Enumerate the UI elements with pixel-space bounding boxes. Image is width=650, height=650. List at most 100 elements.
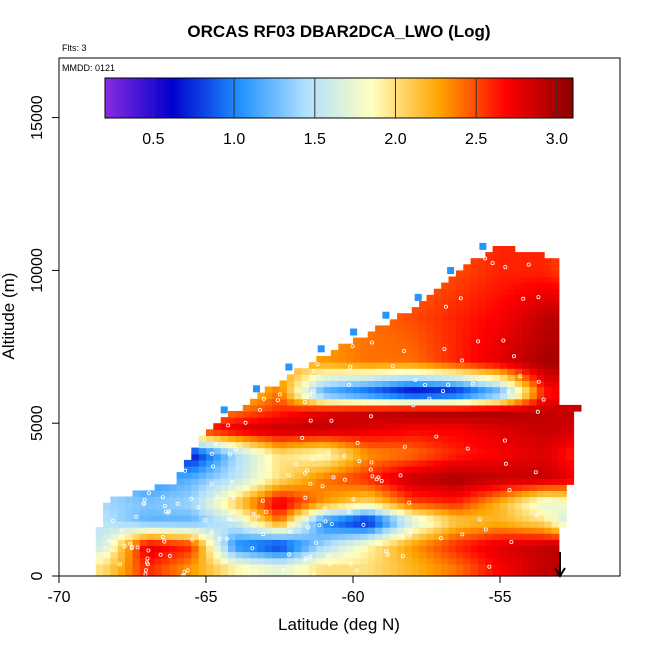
heatmap-cell xyxy=(206,490,214,498)
heatmap-cell xyxy=(470,557,479,565)
heatmap-cell xyxy=(375,435,383,443)
heatmap-cell xyxy=(404,380,413,388)
heatmap-cell xyxy=(455,453,464,461)
heatmap-cell xyxy=(264,557,273,565)
heatmap-cell xyxy=(529,301,538,308)
heatmap-cell xyxy=(419,484,428,491)
heatmap-cell xyxy=(117,563,126,571)
heatmap-cell xyxy=(213,459,222,467)
heatmap-cell xyxy=(426,466,435,473)
heatmap-cell xyxy=(330,398,339,406)
heatmap-cell xyxy=(477,307,486,314)
heatmap-cell xyxy=(566,472,575,479)
heatmap-cell xyxy=(132,563,141,571)
heatmap-cell xyxy=(514,533,523,540)
heatmap-cell xyxy=(448,441,457,449)
heatmap-cell xyxy=(455,441,464,449)
heatmap-cell xyxy=(360,533,369,540)
sample-marker xyxy=(227,452,232,457)
heatmap-cell xyxy=(507,368,516,375)
heatmap-cell xyxy=(544,441,553,449)
heatmap-cell xyxy=(448,545,457,553)
heatmap-cell xyxy=(426,545,435,553)
heatmap-cell xyxy=(353,466,361,473)
heatmap-cell xyxy=(213,478,222,485)
heatmap-cell xyxy=(117,508,126,516)
heatmap-cell xyxy=(448,466,457,473)
heatmap-cell xyxy=(411,307,420,314)
heatmap-cell xyxy=(485,270,494,278)
heatmap-cell xyxy=(338,527,347,534)
heatmap-cell xyxy=(206,484,214,491)
heatmap-cell xyxy=(338,502,347,510)
heatmap-cell xyxy=(103,527,111,534)
heatmap-cell xyxy=(522,362,530,369)
heatmap-cell xyxy=(272,527,281,534)
heatmap-cell xyxy=(536,307,545,314)
heatmap-cell xyxy=(213,490,222,498)
heatmap-cell xyxy=(470,270,479,278)
heatmap-cell xyxy=(544,417,553,424)
heatmap-cell xyxy=(257,478,266,485)
sample-marker xyxy=(400,554,405,559)
heatmap-cell xyxy=(397,539,406,546)
heatmap-cell xyxy=(301,368,310,375)
heatmap-cell xyxy=(367,514,376,522)
heatmap-cell xyxy=(448,404,457,412)
heatmap-cell xyxy=(558,484,567,491)
heatmap-cell xyxy=(514,447,523,455)
heatmap-cell xyxy=(485,508,494,516)
heatmap-cell xyxy=(353,349,361,357)
heatmap-cell xyxy=(441,502,450,510)
heatmap-cell xyxy=(455,539,464,546)
heatmap-cell xyxy=(161,551,170,559)
heatmap-cell xyxy=(529,270,538,278)
heatmap-cell xyxy=(250,453,258,461)
heatmap-cell xyxy=(529,374,538,381)
heatmap-cell xyxy=(147,563,156,571)
heatmap-cell xyxy=(316,539,325,546)
heatmap-cell xyxy=(455,423,464,430)
heatmap-cell xyxy=(397,521,406,528)
heatmap-cell xyxy=(470,404,479,412)
heatmap-cell xyxy=(522,539,530,546)
heatmap-cell xyxy=(514,380,523,388)
heatmap-cell xyxy=(507,435,516,443)
heatmap-cell xyxy=(301,435,310,443)
heatmap-cell xyxy=(492,417,501,424)
heatmap-cell xyxy=(279,502,288,510)
heatmap-cell xyxy=(235,502,244,510)
heatmap-cell xyxy=(367,466,376,473)
heatmap-cell xyxy=(426,417,435,424)
heatmap-cell xyxy=(463,557,472,565)
sample-marker xyxy=(256,514,261,519)
heatmap-cell xyxy=(308,514,317,522)
heatmap-cell xyxy=(404,325,413,333)
sample-marker xyxy=(175,501,180,506)
heatmap-cell xyxy=(294,508,303,516)
heatmap-cell xyxy=(169,514,178,522)
heatmap-cell xyxy=(367,343,376,351)
heatmap-cell xyxy=(264,453,273,461)
heatmap-cell xyxy=(228,441,236,449)
heatmap-cell xyxy=(551,380,560,388)
heatmap-cell xyxy=(500,466,508,473)
sample-marker xyxy=(327,562,332,567)
heatmap-cell xyxy=(433,514,442,522)
heatmap-cell xyxy=(536,508,545,516)
heatmap-cell xyxy=(382,539,391,546)
heatmap-cell xyxy=(529,533,538,540)
heatmap-cell xyxy=(522,368,530,375)
heatmap-cell xyxy=(220,545,229,553)
heatmap-cell xyxy=(397,527,406,534)
heatmap-cell xyxy=(544,325,553,333)
heatmap-cell xyxy=(397,484,406,491)
heatmap-cell xyxy=(345,447,354,455)
heatmap-cell xyxy=(558,472,567,479)
heatmap-cell xyxy=(463,453,472,461)
heatmap-cell xyxy=(419,386,428,394)
heatmap-cell xyxy=(455,374,464,381)
heatmap-cell xyxy=(235,545,244,553)
sample-marker xyxy=(322,506,327,511)
heatmap-cell xyxy=(294,539,303,546)
